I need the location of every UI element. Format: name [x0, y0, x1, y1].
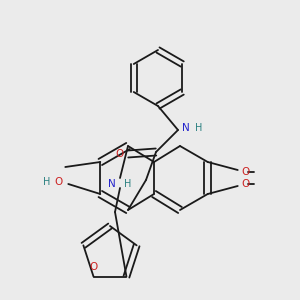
Text: O: O — [242, 179, 250, 189]
Text: O: O — [116, 149, 124, 159]
Text: H: H — [43, 177, 50, 187]
Text: N: N — [182, 123, 190, 133]
Text: O: O — [242, 167, 250, 177]
Text: N: N — [108, 179, 116, 189]
Text: O: O — [89, 262, 98, 272]
Text: H: H — [195, 123, 202, 133]
Text: H: H — [124, 179, 132, 189]
Text: O: O — [54, 177, 62, 187]
